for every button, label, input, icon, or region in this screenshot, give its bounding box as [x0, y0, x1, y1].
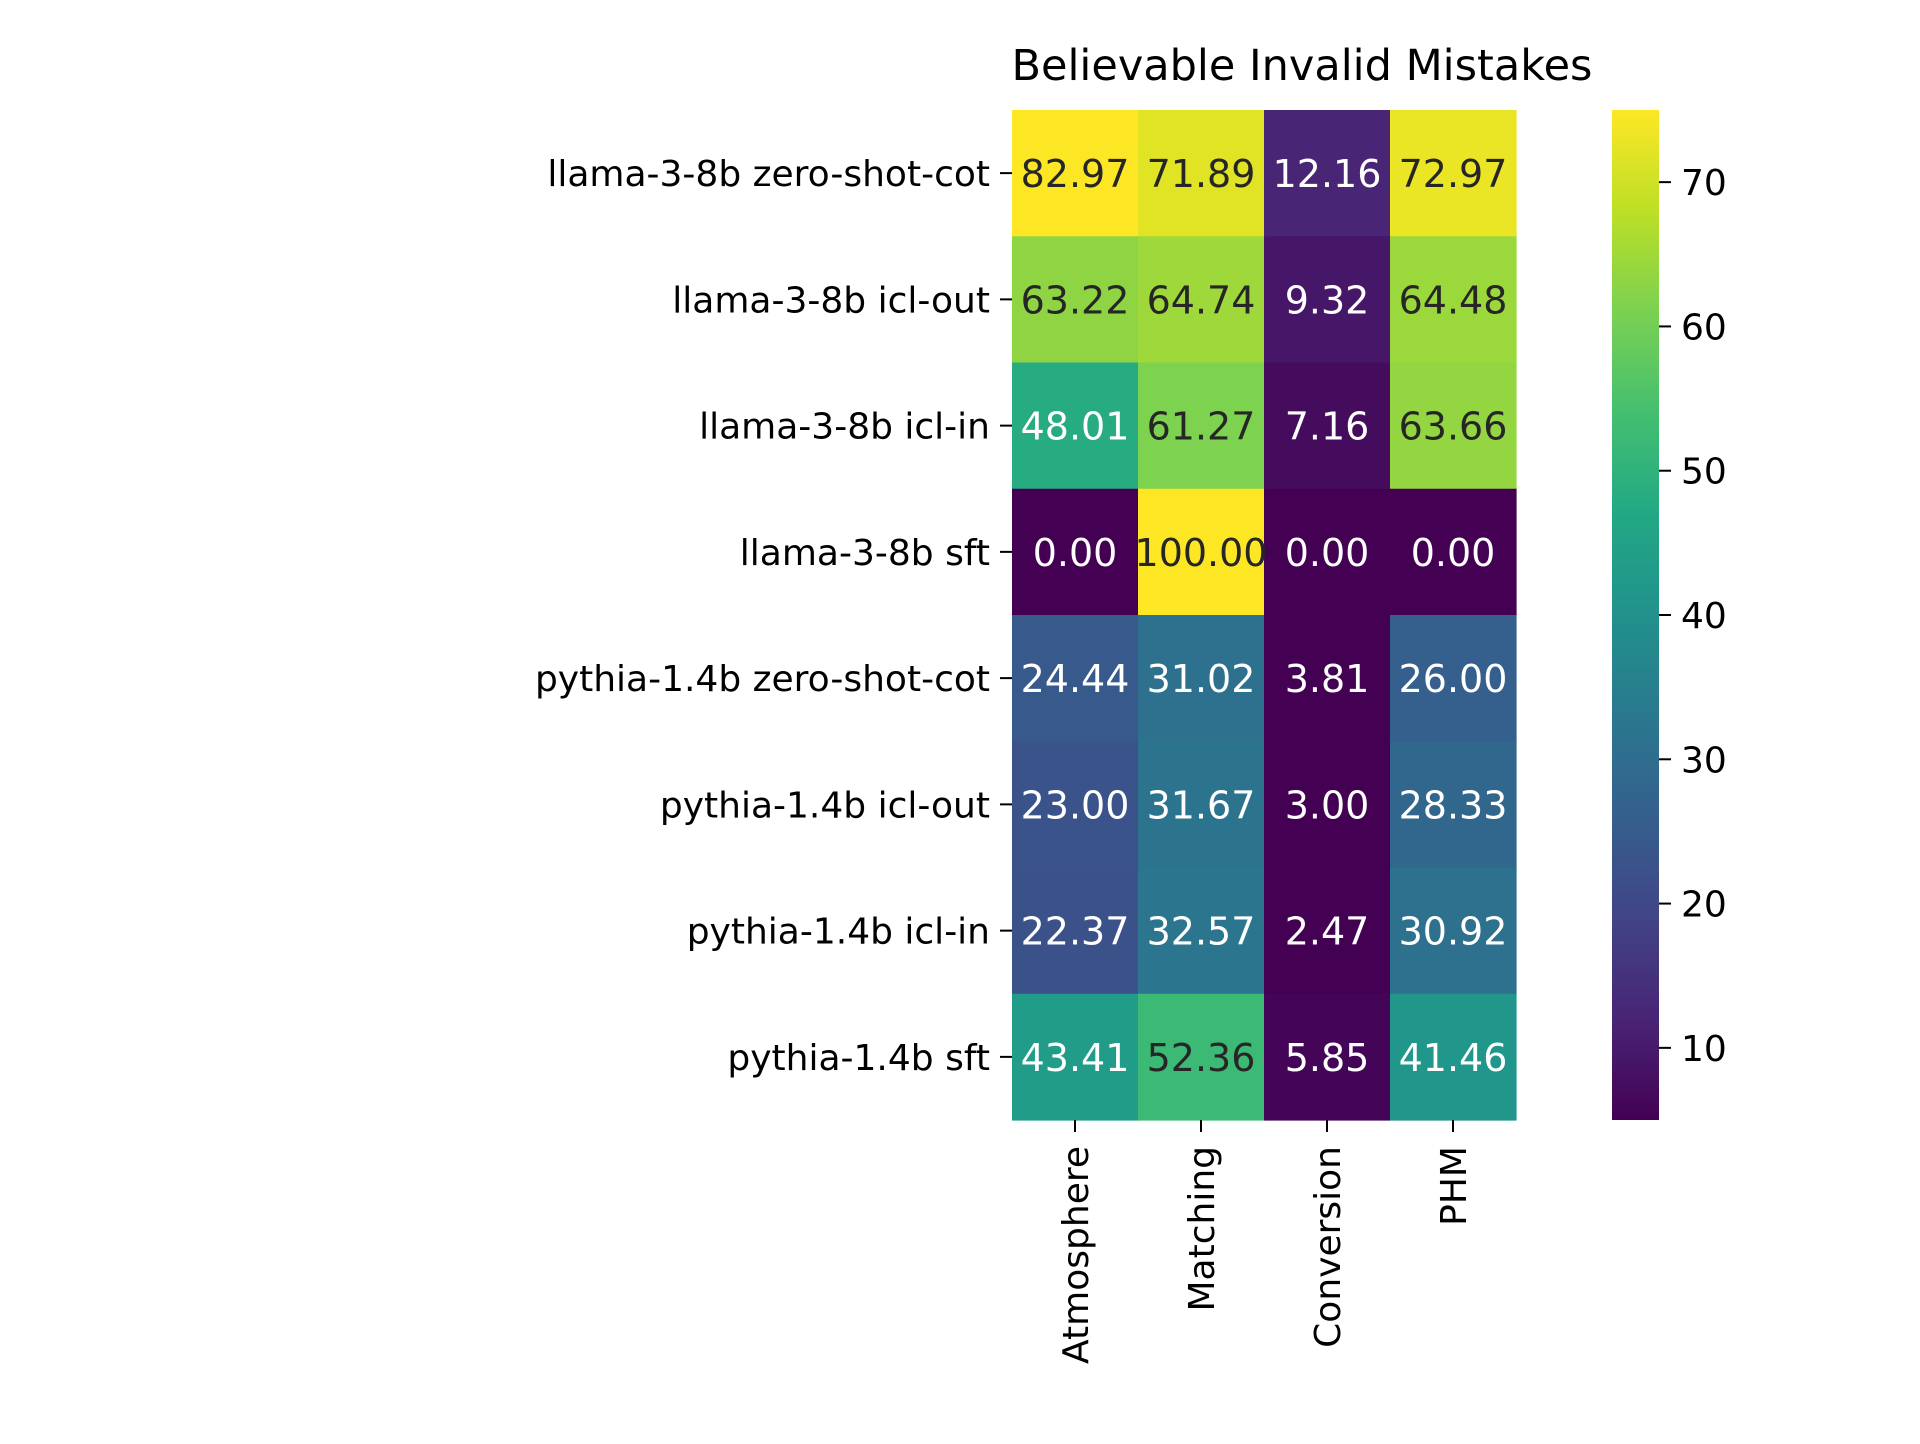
colorbar-tick-label: 20 — [1681, 885, 1727, 926]
heatmap-cell — [1264, 615, 1391, 742]
column-tick-label: PHM — [1434, 1146, 1475, 1226]
heatmap-cell — [1012, 993, 1139, 1121]
cell-value-label: 82.97 — [1021, 152, 1130, 196]
heatmap-cell — [1390, 488, 1517, 616]
heatmap-cell — [1138, 236, 1265, 364]
heatmap-cell — [1138, 993, 1265, 1121]
heatmap-cell — [1012, 236, 1139, 364]
cell-value-label: 100.00 — [1135, 531, 1268, 575]
heatmap-cell — [1138, 488, 1265, 616]
cell-value-label: 61.27 — [1147, 405, 1256, 449]
heatmap-cell — [1012, 867, 1139, 995]
colorbar-tick-label: 30 — [1681, 740, 1727, 781]
cell-value-label: 31.02 — [1147, 657, 1256, 701]
row-tick-label: pythia-1.4b icl-in — [687, 912, 990, 953]
cell-value-label: 43.41 — [1021, 1036, 1130, 1080]
cell-value-label: 3.00 — [1285, 783, 1370, 827]
cell-value-label: 24.44 — [1021, 657, 1130, 701]
colorbar-tick-label: 50 — [1681, 452, 1727, 493]
row-tick-label: llama-3-8b sft — [740, 533, 990, 574]
colorbar — [1612, 110, 1659, 1120]
row-tick-label: llama-3-8b icl-in — [699, 407, 990, 448]
colorbar-tick-label: 70 — [1681, 163, 1727, 204]
cell-value-label: 71.89 — [1147, 152, 1256, 196]
row-tick-label: pythia-1.4b icl-out — [660, 785, 990, 826]
heatmap-cell — [1390, 741, 1517, 869]
heatmap-cell — [1138, 615, 1265, 742]
heatmap-cell — [1390, 993, 1517, 1121]
chart-title: Believable Invalid Mistakes — [1012, 41, 1593, 91]
row-tick-label: pythia-1.4b zero-shot-cot — [535, 659, 990, 700]
cell-value-label: 32.57 — [1147, 910, 1256, 954]
heatmap-cell — [1390, 236, 1517, 364]
colorbar-tick-label: 60 — [1681, 307, 1727, 348]
cell-value-label: 12.16 — [1273, 152, 1382, 196]
cell-value-label: 26.00 — [1399, 657, 1508, 701]
cell-value-label: 64.48 — [1399, 278, 1508, 322]
cell-value-label: 28.33 — [1399, 783, 1508, 827]
heatmap-cell — [1138, 110, 1265, 237]
cell-value-label: 9.32 — [1285, 278, 1370, 322]
cell-value-label: 22.37 — [1021, 910, 1130, 954]
cell-value-label: 5.85 — [1285, 1036, 1370, 1080]
heatmap-cell — [1264, 236, 1391, 364]
colorbar-tick-label: 40 — [1681, 596, 1727, 637]
heatmap-cell — [1138, 362, 1265, 490]
heatmap-cell — [1138, 867, 1265, 995]
heatmap-cells — [1012, 110, 1517, 1121]
cell-value-label: 30.92 — [1399, 910, 1508, 954]
heatmap-cell — [1264, 867, 1391, 995]
column-tick-label: Conversion — [1308, 1146, 1349, 1348]
colorbar-gradient — [1612, 110, 1659, 1120]
cell-value-label: 41.46 — [1399, 1036, 1508, 1080]
cell-value-label: 2.47 — [1285, 910, 1370, 954]
colorbar-tick-label: 10 — [1681, 1029, 1727, 1070]
heatmap-cell-labels: 82.97 71.89 12.16 72.97 63.22 64.74 9.32 64.48 4… — [1021, 152, 1508, 1080]
cell-value-label: 0.00 — [1285, 531, 1370, 575]
heatmap-cell — [1012, 110, 1139, 237]
column-axis: Atmosphere Matching Conversion PHM — [1056, 1120, 1475, 1364]
row-tick-label: llama-3-8b icl-out — [672, 280, 990, 321]
cell-value-label: 0.00 — [1411, 531, 1496, 575]
heatmap-cell — [1012, 488, 1139, 616]
colorbar-axis: 10 20 30 40 50 60 70 — [1659, 163, 1727, 1070]
cell-value-label: 48.01 — [1021, 405, 1130, 449]
cell-value-label: 0.00 — [1033, 531, 1118, 575]
cell-value-label: 63.66 — [1399, 405, 1508, 449]
column-tick-label: Matching — [1182, 1146, 1223, 1312]
row-axis: llama-3-8b zero-shot-cot llama-3-8b icl-o… — [535, 154, 1012, 1079]
heatmap-cell — [1390, 110, 1517, 237]
column-tick-label: Atmosphere — [1056, 1146, 1097, 1364]
heatmap-cell — [1264, 110, 1391, 237]
cell-value-label: 3.81 — [1285, 657, 1370, 701]
heatmap-cell — [1012, 741, 1139, 869]
heatmap-cell — [1264, 362, 1391, 490]
cell-value-label: 63.22 — [1021, 278, 1130, 322]
cell-value-label: 64.74 — [1147, 278, 1256, 322]
heatmap-cell — [1264, 993, 1391, 1121]
heatmap-cell — [1390, 867, 1517, 995]
cell-value-label: 72.97 — [1399, 152, 1508, 196]
heatmap-cell — [1390, 362, 1517, 490]
heatmap-cell — [1264, 741, 1391, 869]
cell-value-label: 31.67 — [1147, 783, 1256, 827]
heatmap-cell — [1012, 362, 1139, 490]
heatmap-cell — [1390, 615, 1517, 742]
cell-value-label: 52.36 — [1147, 1036, 1256, 1080]
cell-value-label: 23.00 — [1021, 783, 1130, 827]
row-tick-label: pythia-1.4b sft — [727, 1038, 990, 1079]
cell-value-label: 7.16 — [1285, 405, 1370, 449]
heatmap-cell — [1138, 741, 1265, 869]
heatmap-cell — [1012, 615, 1139, 742]
heatmap-cell — [1264, 488, 1391, 616]
row-tick-label: llama-3-8b zero-shot-cot — [547, 154, 990, 195]
